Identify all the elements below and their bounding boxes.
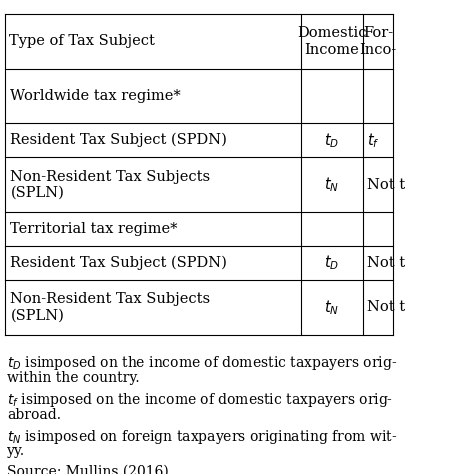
Text: $t_D$ isimposed on the income of domestic taxpayers orig-: $t_D$ isimposed on the income of domesti… [7,354,397,372]
Text: $t_N$: $t_N$ [324,298,339,317]
Text: within the country.: within the country. [7,371,140,384]
Text: Territorial tax regime*: Territorial tax regime* [10,222,178,236]
Text: $t_N$: $t_N$ [324,175,339,194]
Text: $t_D$: $t_D$ [324,131,339,150]
Text: Not t: Not t [367,256,405,270]
Text: Not t: Not t [367,178,405,191]
Text: Type of Tax Subject: Type of Tax Subject [9,35,155,48]
Text: abroad.: abroad. [7,408,61,421]
Text: Resident Tax Subject (SPDN): Resident Tax Subject (SPDN) [10,133,228,147]
Text: Not t: Not t [367,301,405,314]
Text: Domestic
Income: Domestic Income [297,27,366,56]
Text: Non-Resident Tax Subjects
(SPLN): Non-Resident Tax Subjects (SPLN) [10,292,210,322]
Text: Resident Tax Subject (SPDN): Resident Tax Subject (SPDN) [10,256,228,270]
Text: $t_D$: $t_D$ [324,254,339,273]
Text: $t_f$: $t_f$ [367,131,380,150]
Text: Non-Resident Tax Subjects
(SPLN): Non-Resident Tax Subjects (SPLN) [10,170,210,200]
Text: Source: Mullins (2016): Source: Mullins (2016) [7,465,169,474]
Text: For-
Inco-: For- Inco- [359,27,397,56]
Text: $t_N$ isimposed on foreign taxpayers originating from wit-: $t_N$ isimposed on foreign taxpayers ori… [7,428,397,446]
Text: yy.: yy. [7,445,25,458]
Text: Worldwide tax regime*: Worldwide tax regime* [10,89,181,103]
Text: $t_f$ isimposed on the income of domestic taxpayers orig-: $t_f$ isimposed on the income of domesti… [7,391,393,409]
